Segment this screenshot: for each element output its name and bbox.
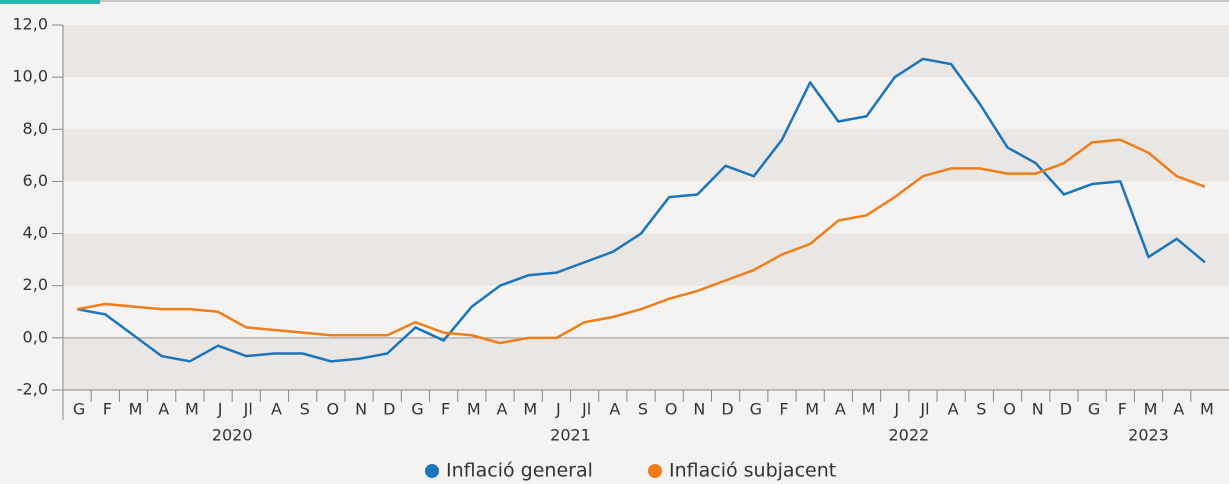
x-tick-label: F xyxy=(779,400,788,419)
x-tick-label: G xyxy=(750,400,762,419)
legend-marker xyxy=(648,464,662,478)
series-line xyxy=(76,138,1206,345)
x-tick-label: M xyxy=(805,400,819,419)
x-tick-label: O xyxy=(1003,400,1016,419)
x-tick-label: G xyxy=(1088,400,1100,419)
x-tick-label: A xyxy=(497,400,508,419)
x-tick-label: M xyxy=(1144,400,1158,419)
x-tick-label: G xyxy=(73,400,85,419)
x-tick-label: A xyxy=(609,400,620,419)
year-label: 2020 xyxy=(212,426,253,445)
x-tick-label: A xyxy=(271,400,282,419)
x-tick-label: M xyxy=(129,400,143,419)
band xyxy=(63,337,1229,390)
legend-label: Inflació general xyxy=(446,460,593,482)
x-tick-label: D xyxy=(383,400,395,419)
x-tick-label: N xyxy=(355,400,367,419)
x-tick-label: N xyxy=(693,400,705,419)
x-tick-label: O xyxy=(665,400,678,419)
y-tick-label: 4,0 xyxy=(23,223,48,242)
x-tick-label: J xyxy=(893,400,899,419)
x-tick-label: F xyxy=(103,400,112,419)
y-tick-label: 6,0 xyxy=(23,171,48,190)
x-tick-label: Jl xyxy=(243,400,253,419)
x-tick-label: F xyxy=(441,400,450,419)
x-tick-label: S xyxy=(300,400,310,419)
x-tick-label: J xyxy=(217,400,223,419)
band xyxy=(63,233,1229,286)
x-tick-label: Jl xyxy=(919,400,929,419)
x-tick-label: M xyxy=(185,400,199,419)
y-tick-label: 8,0 xyxy=(23,119,48,138)
x-tick-label: N xyxy=(1032,400,1044,419)
year-label: 2021 xyxy=(550,426,591,445)
year-label: 2022 xyxy=(888,426,929,445)
x-tick-label: M xyxy=(862,400,876,419)
x-tick-label: M xyxy=(523,400,537,419)
x-tick-label: M xyxy=(467,400,481,419)
x-tick-label: G xyxy=(411,400,423,419)
x-tick-label: J xyxy=(555,400,561,419)
band xyxy=(63,129,1229,182)
x-tick-label: M xyxy=(1200,400,1214,419)
x-tick-label: S xyxy=(638,400,648,419)
band xyxy=(63,25,1229,78)
year-label: 2023 xyxy=(1128,426,1169,445)
header-tab xyxy=(0,0,100,4)
x-tick-label: F xyxy=(1118,400,1127,419)
x-tick-label: D xyxy=(1060,400,1072,419)
x-tick-label: A xyxy=(835,400,846,419)
legend-marker xyxy=(425,464,439,478)
x-tick-label: A xyxy=(1173,400,1184,419)
x-tick-label: A xyxy=(158,400,169,419)
x-tick-label: O xyxy=(327,400,340,419)
x-tick-label: A xyxy=(948,400,959,419)
y-tick-label: 10,0 xyxy=(12,67,48,86)
y-tick-label: 0,0 xyxy=(23,327,48,346)
y-tick-label: -2,0 xyxy=(17,380,48,399)
legend-label: Inflació subjacent xyxy=(669,460,836,482)
x-tick-label: D xyxy=(721,400,733,419)
x-tick-label: Jl xyxy=(581,400,591,419)
y-tick-label: 2,0 xyxy=(23,275,48,294)
y-tick-label: 12,0 xyxy=(12,15,48,34)
x-tick-label: S xyxy=(976,400,986,419)
series-line xyxy=(76,57,1206,363)
